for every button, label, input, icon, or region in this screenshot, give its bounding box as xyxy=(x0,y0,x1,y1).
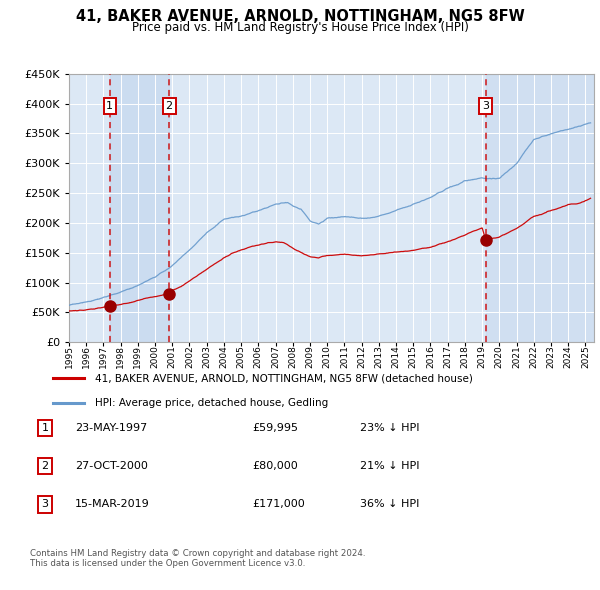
Text: 2023: 2023 xyxy=(547,345,556,368)
Text: 2017: 2017 xyxy=(443,345,452,368)
Text: £59,995: £59,995 xyxy=(252,423,298,432)
Text: Price paid vs. HM Land Registry's House Price Index (HPI): Price paid vs. HM Land Registry's House … xyxy=(131,21,469,34)
Text: 36% ↓ HPI: 36% ↓ HPI xyxy=(360,500,419,509)
Text: 2005: 2005 xyxy=(236,345,245,368)
Text: £80,000: £80,000 xyxy=(252,461,298,471)
Text: 2: 2 xyxy=(166,101,173,111)
Text: 21% ↓ HPI: 21% ↓ HPI xyxy=(360,461,419,471)
Text: £171,000: £171,000 xyxy=(252,500,305,509)
Text: 2016: 2016 xyxy=(426,345,435,368)
Text: 3: 3 xyxy=(482,101,489,111)
Text: 1996: 1996 xyxy=(82,345,91,368)
Text: 2019: 2019 xyxy=(478,345,487,368)
Text: 2011: 2011 xyxy=(340,345,349,368)
Text: 2009: 2009 xyxy=(305,345,314,368)
Text: 1: 1 xyxy=(41,423,49,432)
Text: 2020: 2020 xyxy=(495,345,504,368)
Text: 1995: 1995 xyxy=(65,345,74,368)
Text: 2025: 2025 xyxy=(581,345,590,368)
Text: 1997: 1997 xyxy=(99,345,108,368)
Text: 2008: 2008 xyxy=(288,345,297,368)
Text: 23% ↓ HPI: 23% ↓ HPI xyxy=(360,423,419,432)
Text: 41, BAKER AVENUE, ARNOLD, NOTTINGHAM, NG5 8FW (detached house): 41, BAKER AVENUE, ARNOLD, NOTTINGHAM, NG… xyxy=(95,373,473,384)
Text: 2006: 2006 xyxy=(254,345,263,368)
Bar xyxy=(110,74,169,342)
Text: 3: 3 xyxy=(41,500,49,509)
Text: 2014: 2014 xyxy=(392,345,401,368)
Text: 1998: 1998 xyxy=(116,345,125,368)
Text: 23-MAY-1997: 23-MAY-1997 xyxy=(75,423,147,432)
Text: 2001: 2001 xyxy=(168,345,177,368)
Text: 2: 2 xyxy=(41,461,49,471)
Text: 2024: 2024 xyxy=(563,345,572,368)
Text: 1999: 1999 xyxy=(133,345,142,368)
Text: 2012: 2012 xyxy=(357,345,366,368)
Text: 2002: 2002 xyxy=(185,345,194,368)
Text: 2010: 2010 xyxy=(323,345,332,368)
Text: 2007: 2007 xyxy=(271,345,280,368)
Text: 15-MAR-2019: 15-MAR-2019 xyxy=(75,500,150,509)
Text: 27-OCT-2000: 27-OCT-2000 xyxy=(75,461,148,471)
Text: 2021: 2021 xyxy=(512,345,521,368)
Text: 1: 1 xyxy=(106,101,113,111)
Text: 2022: 2022 xyxy=(529,345,538,368)
Text: 2015: 2015 xyxy=(409,345,418,368)
Text: 2000: 2000 xyxy=(151,345,160,368)
Text: Contains HM Land Registry data © Crown copyright and database right 2024.: Contains HM Land Registry data © Crown c… xyxy=(30,549,365,558)
Text: 2018: 2018 xyxy=(460,345,469,368)
Text: 2003: 2003 xyxy=(202,345,211,368)
Text: 41, BAKER AVENUE, ARNOLD, NOTTINGHAM, NG5 8FW: 41, BAKER AVENUE, ARNOLD, NOTTINGHAM, NG… xyxy=(76,9,524,24)
Text: 2004: 2004 xyxy=(220,345,229,368)
Text: This data is licensed under the Open Government Licence v3.0.: This data is licensed under the Open Gov… xyxy=(30,559,305,568)
Text: 2013: 2013 xyxy=(374,345,383,368)
Text: HPI: Average price, detached house, Gedling: HPI: Average price, detached house, Gedl… xyxy=(95,398,328,408)
Bar xyxy=(485,74,594,342)
